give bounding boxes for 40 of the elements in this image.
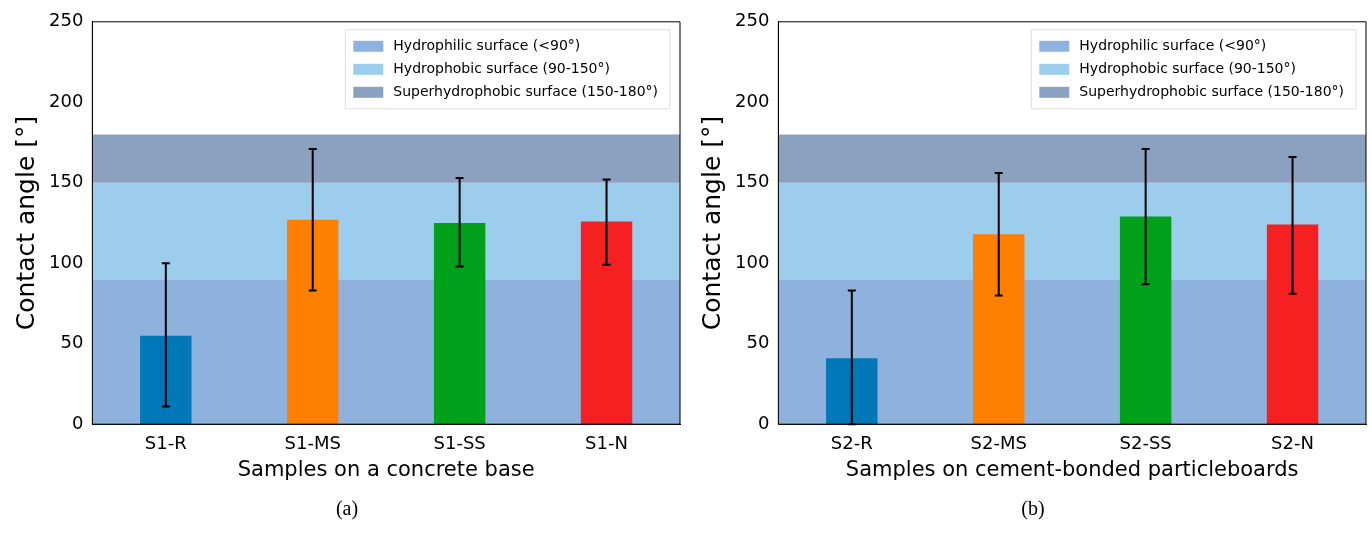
bar bbox=[826, 358, 878, 425]
y-tick-label: 100 bbox=[735, 250, 770, 272]
y-tick-label: 0 bbox=[71, 411, 84, 433]
legend-label: Hydrophilic surface (<90°) bbox=[1079, 37, 1267, 54]
text: (a) bbox=[335, 497, 359, 520]
y-tick-label: 100 bbox=[49, 250, 84, 272]
x-tick-label: S1-SS bbox=[433, 431, 486, 453]
legend-label: Superhydrophobic surface (150-180°) bbox=[1079, 83, 1344, 100]
y-tick-label: 150 bbox=[49, 170, 84, 192]
y-tick-label: 50 bbox=[746, 331, 770, 353]
y-tick-label: 250 bbox=[49, 9, 84, 31]
x-tick-label: S2-SS bbox=[1119, 431, 1172, 453]
y-tick-label: 250 bbox=[735, 9, 770, 31]
bar bbox=[287, 219, 339, 425]
text: (b) bbox=[1021, 497, 1045, 520]
x-tick-label: S2-R bbox=[830, 431, 873, 453]
x-axis-title: Samples on cement-bonded particleboards bbox=[845, 456, 1299, 481]
legend-label: Superhydrophobic surface (150-180°) bbox=[393, 83, 658, 100]
x-tick-label: S2-MS bbox=[970, 431, 1027, 453]
bar bbox=[580, 221, 633, 425]
bar bbox=[433, 223, 486, 425]
legend-label: Hydrophilic surface (<90°) bbox=[393, 37, 581, 54]
y-tick-label: 150 bbox=[735, 170, 770, 192]
y-tick-label: 200 bbox=[49, 89, 84, 111]
bar bbox=[973, 234, 1025, 425]
x-tick-label: S1-N bbox=[585, 431, 628, 453]
x-tick-label: S1-R bbox=[144, 431, 187, 453]
x-axis-title: Samples on a concrete base bbox=[237, 456, 535, 481]
legend-label: Hydrophobic surface (90-150°) bbox=[393, 60, 610, 77]
legend-label: Hydrophobic surface (90-150°) bbox=[1079, 60, 1296, 77]
y-axis-title: Contact angle [°] bbox=[696, 115, 726, 331]
bar bbox=[140, 335, 192, 425]
y-tick-label: 200 bbox=[735, 89, 770, 111]
y-axis-title: Contact angle [°] bbox=[10, 115, 40, 331]
x-tick-label: S2-N bbox=[1271, 431, 1314, 453]
y-tick-label: 0 bbox=[757, 411, 770, 433]
y-tick-label: 50 bbox=[60, 331, 84, 353]
bar bbox=[1119, 216, 1172, 425]
x-tick-label: S1-MS bbox=[284, 431, 341, 453]
bar bbox=[1266, 224, 1319, 425]
